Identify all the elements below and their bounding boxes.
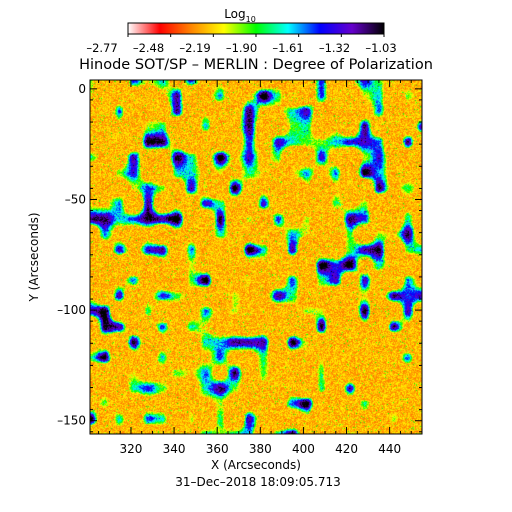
y-axis-label: Y (Arcseconds) (27, 212, 41, 302)
colorbar-bar (127, 22, 385, 35)
colorbar-tick-label: –1.90 (226, 41, 257, 55)
x-axis: 320 340 360 380 400 420 440 (98, 80, 412, 456)
y-tick-label: –100 (57, 303, 86, 317)
x-tick-label: 340 (163, 442, 186, 456)
heatmap-image (90, 80, 422, 434)
colorbar-tick-label: –2.77 (86, 41, 117, 55)
colorbar-tick-label: –1.32 (319, 41, 350, 55)
x-tick-label: 320 (120, 442, 143, 456)
colorbar-tick-label: –2.19 (179, 41, 210, 55)
y-tick-label: –50 (65, 192, 86, 206)
x-tick-label: 440 (378, 442, 401, 456)
x-tick-label: 360 (206, 442, 229, 456)
y-tick-label: –150 (57, 414, 86, 428)
colorbar-label: Log10 (224, 7, 256, 24)
colorbar-tick-label: –1.03 (365, 41, 396, 55)
x-axis-label: X (Arcseconds) (211, 458, 301, 472)
plot-frame (89, 79, 423, 435)
y-tick-label: 0 (78, 82, 86, 96)
y-axis: 0 –50 –100 –150 (57, 82, 422, 433)
chart-title: Hinode SOT/SP – MERLIN : Degree of Polar… (79, 57, 433, 73)
colorbar-tick-label: –1.61 (272, 41, 303, 55)
x-tick-label: 400 (292, 442, 315, 456)
colorbar: Log10 –2.77 –2.48 –2.19 –1.90 –1.61 –1.32 –1.0… (86, 7, 396, 55)
colorbar-tick-label: –2.48 (133, 41, 164, 55)
x-tick-label: 380 (249, 442, 272, 456)
colorbar-ticks (127, 34, 385, 37)
x-tick-label: 420 (335, 442, 358, 456)
timestamp: 31–Dec–2018 18:09:05.713 (175, 475, 340, 489)
colorbar-tick-labels: –2.77 –2.48 –2.19 –1.90 –1.61 –1.32 –1.03 (86, 41, 396, 55)
